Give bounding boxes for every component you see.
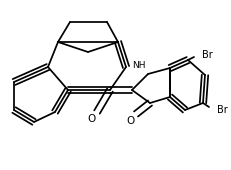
Text: Br: Br bbox=[216, 105, 226, 115]
Text: O: O bbox=[126, 116, 134, 126]
Text: O: O bbox=[88, 114, 96, 124]
Text: Br: Br bbox=[201, 50, 211, 60]
Text: NH: NH bbox=[132, 62, 145, 71]
